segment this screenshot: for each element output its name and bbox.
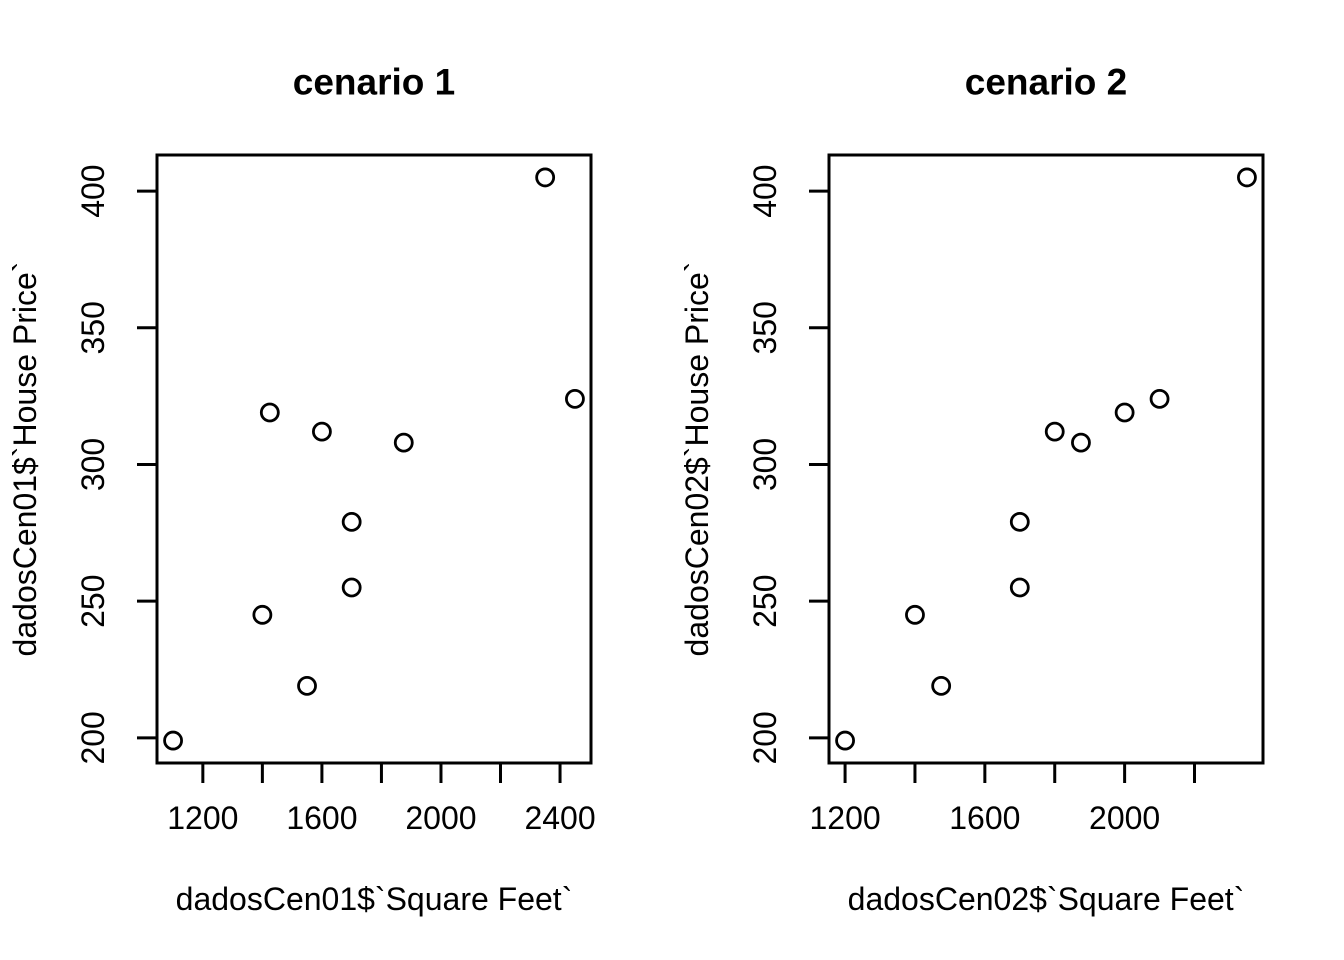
y-axis-label: dadosCen02$`House Price` <box>679 262 715 657</box>
data-point <box>312 421 332 442</box>
data-point <box>835 730 855 751</box>
x-tick-label: 1600 <box>286 800 357 836</box>
data-point <box>1149 388 1170 409</box>
y-tick-label: 350 <box>747 301 783 354</box>
plot-area: 1200 1600 2000 2400 200 250 300 350 400 <box>75 153 596 836</box>
data-point <box>1071 432 1091 453</box>
y-tick-label: 300 <box>75 438 111 491</box>
x-tick-label: 1600 <box>949 800 1020 836</box>
y-axis-label: dadosCen01$`House Price` <box>7 262 43 657</box>
panel-cenario-2: cenario 2 dadosCen02$`Square Feet` dados… <box>672 0 1344 960</box>
data-point <box>535 167 556 188</box>
y-tick-label: 200 <box>75 711 111 764</box>
data-point <box>1044 421 1065 442</box>
y-tick-label: 400 <box>75 164 111 217</box>
x-tick-label: 2000 <box>405 800 476 836</box>
data-point <box>905 604 925 625</box>
plot-box <box>155 153 593 765</box>
scatter-plot-cenario-1: cenario 1 dadosCen01$`Square Feet` dados… <box>7 62 596 918</box>
x-axis-label: dadosCen02$`Square Feet` <box>848 881 1245 917</box>
data-point <box>163 730 183 751</box>
panel-cenario-1: cenario 1 dadosCen01$`Square Feet` dados… <box>7 62 596 918</box>
data-point <box>297 676 317 696</box>
data-point <box>1114 402 1135 423</box>
y-tick-label: 300 <box>747 438 783 491</box>
data-point <box>1237 167 1257 188</box>
y-tick-label: 250 <box>75 574 111 627</box>
scatter-plot-cenario-2: cenario 2 dadosCen02$`Square Feet` dados… <box>679 62 1265 917</box>
data-point <box>341 577 362 598</box>
plot-box <box>827 153 1265 765</box>
data-point <box>931 676 952 696</box>
data-point <box>393 432 414 453</box>
y-tick-label: 400 <box>747 164 783 217</box>
data-point <box>565 388 585 409</box>
x-tick-label: 2000 <box>1089 800 1160 836</box>
chart-title: cenario 2 <box>965 62 1127 103</box>
x-tick-label: 1200 <box>809 800 880 836</box>
data-point <box>1009 511 1030 532</box>
x-tick-label: 2400 <box>524 800 595 836</box>
x-axis-label: dadosCen01$`Square Feet` <box>176 881 573 917</box>
plot-area: 1200 1600 2000 200 250 300 350 400 <box>747 153 1265 836</box>
data-point <box>252 604 273 625</box>
y-tick-label: 200 <box>747 711 783 764</box>
data-point <box>341 511 362 532</box>
y-tick-label: 350 <box>75 301 111 354</box>
data-point <box>1009 577 1030 598</box>
y-tick-label: 250 <box>747 574 783 627</box>
x-tick-label: 1200 <box>167 800 238 836</box>
data-point <box>259 402 280 423</box>
chart-title: cenario 1 <box>293 62 455 103</box>
